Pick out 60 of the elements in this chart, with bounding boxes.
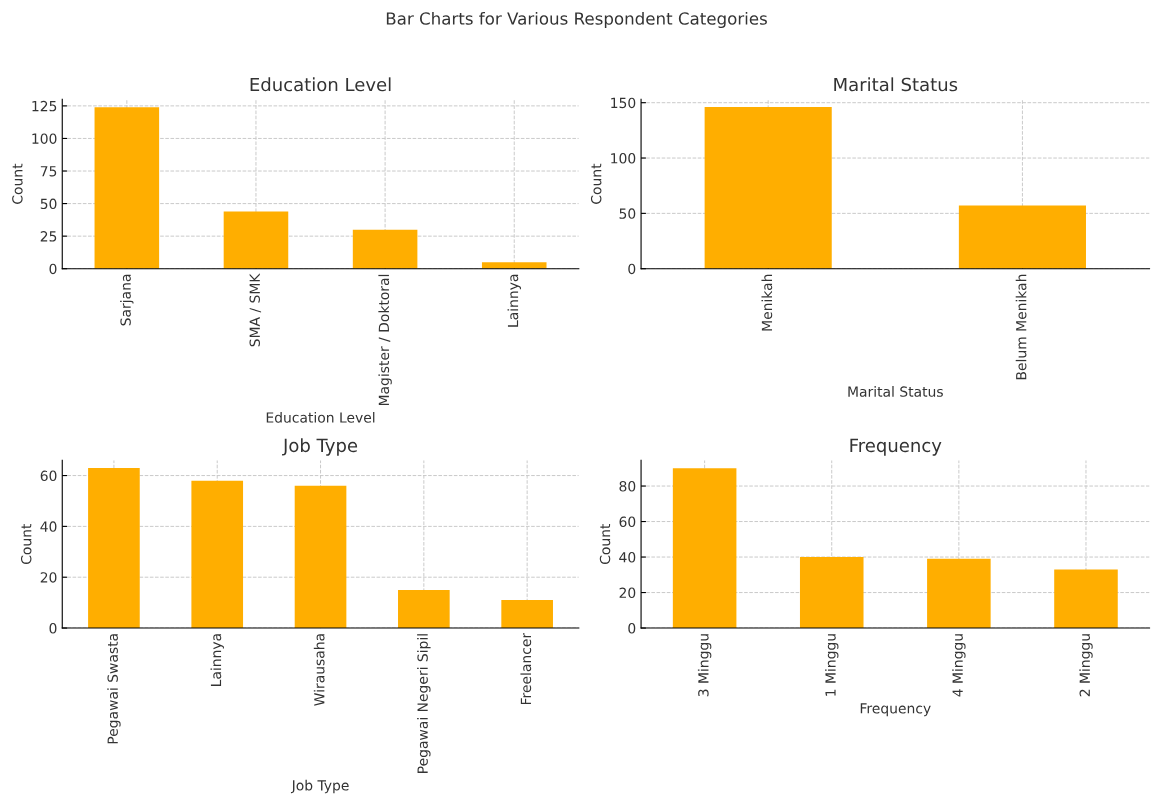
- bar: [94, 107, 160, 269]
- text: Bar Charts for Various Respondent Categories: [386, 11, 767, 29]
- x-tick-label: Sarjana: [120, 274, 134, 326]
- bar: [1054, 569, 1118, 629]
- x-tick-label: SMA / SMK: [249, 273, 262, 347]
- bar: [88, 467, 140, 629]
- y-tick-label: 25: [40, 231, 57, 242]
- bar: [398, 589, 450, 629]
- y-tick-label: 60: [619, 516, 636, 528]
- y-tick-label: 0: [49, 623, 57, 634]
- x-tick-label: 3 Minggu: [697, 634, 712, 697]
- y-tick-label: 40: [619, 552, 636, 563]
- y-tick-label: 0: [628, 263, 636, 275]
- y-tick-label: 80: [619, 481, 636, 492]
- y-tick-label: 0: [628, 623, 636, 634]
- chart-title: Education Level: [250, 77, 391, 92]
- bar: [799, 557, 864, 629]
- chart-title: Job Type: [282, 438, 358, 456]
- y-tick-label: 50: [40, 198, 57, 210]
- x-tick-label: Lainnya: [507, 274, 521, 327]
- x-tick-label: 4 Minggu: [952, 634, 966, 697]
- y-tick-label: 50: [619, 208, 636, 219]
- bar: [672, 468, 737, 629]
- y-tick-label: 100: [32, 133, 57, 144]
- y-axis-title: Count: [590, 163, 602, 204]
- bar: [223, 211, 289, 269]
- bar: [481, 262, 547, 269]
- x-tick-label: Magister / Doktoral: [378, 274, 392, 406]
- y-tick-label: 150: [611, 97, 636, 109]
- x-tick-label: Belum Menikah: [1015, 274, 1027, 380]
- bar: [294, 485, 347, 629]
- y-tick-label: 20: [40, 572, 57, 583]
- x-tick-label: Menikah: [761, 274, 773, 331]
- y-tick-label: 100: [611, 153, 636, 164]
- y-tick-label: 75: [40, 166, 57, 177]
- x-tick-label: Wirausaha: [313, 634, 325, 706]
- y-axis-title: Count: [599, 523, 611, 565]
- y-tick-label: 125: [32, 100, 57, 112]
- bar: [191, 480, 244, 629]
- chart-title: Marital Status: [834, 77, 958, 92]
- y-axis-title: Count: [12, 163, 23, 204]
- y-tick-label: 40: [40, 521, 57, 532]
- y-tick-label: 0: [49, 263, 57, 275]
- bar: [352, 229, 418, 269]
- x-tick-label: Lainnya: [210, 634, 224, 686]
- chart-title: Frequency: [850, 438, 942, 456]
- y-tick-label: 20: [619, 587, 636, 599]
- y-axis-title: Count: [20, 523, 32, 565]
- x-tick-label: Freelancer: [520, 632, 532, 705]
- bar: [501, 600, 553, 629]
- x-tick-label: Pegawai Negeri Sipil: [417, 634, 431, 773]
- x-axis-title: Education Level: [266, 412, 375, 423]
- x-axis-title: Job Type: [290, 779, 349, 794]
- x-axis-title: Frequency: [860, 703, 931, 717]
- x-tick-label: 2 Minggu: [1079, 634, 1093, 697]
- x-tick-label: Pegawai Swasta: [107, 634, 121, 744]
- bar: [927, 558, 991, 629]
- x-tick-label: 1 Minggu: [825, 634, 839, 696]
- y-tick-label: 60: [40, 470, 57, 482]
- x-axis-title: Marital Status: [848, 386, 943, 397]
